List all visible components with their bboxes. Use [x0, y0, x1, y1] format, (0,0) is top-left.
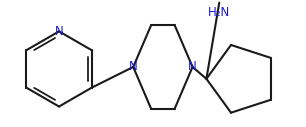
- Text: N: N: [129, 60, 138, 73]
- Text: N: N: [188, 60, 197, 73]
- Text: H₂N: H₂N: [208, 6, 230, 19]
- Text: N: N: [55, 25, 63, 38]
